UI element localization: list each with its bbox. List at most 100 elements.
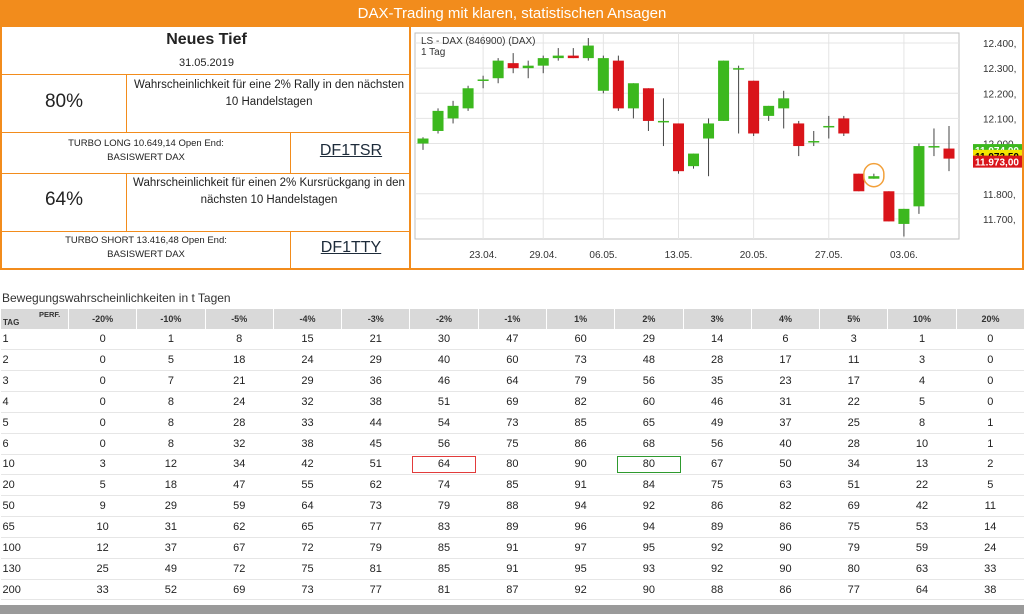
table-cell: 90 [751, 537, 820, 559]
short-turbo-code-link[interactable]: DF1TTY [320, 239, 382, 256]
long-turbo-code-link[interactable]: DF1TSR [319, 142, 383, 159]
candle-body [763, 105, 775, 116]
table-row: 4 0 8 24 32 38 51 69 82 60 46 31 22 5 0 [0, 391, 1024, 413]
table-cell: 29 [136, 495, 206, 518]
table-cell: 34 [819, 454, 888, 476]
table-cell: 60 [614, 391, 684, 413]
table-cell: 25 [68, 558, 137, 580]
table-cell: 0 [956, 370, 1024, 393]
column-header: 2% [614, 309, 684, 329]
candle-body [477, 79, 489, 81]
table-cell: 56 [614, 370, 684, 393]
table-cell: 0 [68, 391, 137, 413]
candle-body [748, 80, 760, 134]
probability-table: PERF. TAG -20% -10% -5% -4% -3% -2% -1% 1% 2% 3% 4… [0, 309, 1024, 601]
chart-subtitle: 1 Tag [421, 47, 445, 58]
table-cell: 85 [409, 558, 479, 580]
table-cell: 24 [956, 537, 1024, 559]
candle-body [552, 55, 564, 59]
table-cell: 29 [273, 370, 342, 393]
table-cell: 75 [273, 558, 342, 580]
bottom-scrollbar[interactable] [0, 605, 1024, 614]
table-cell: 85 [409, 537, 479, 559]
table-cell: 51 [341, 454, 410, 476]
table-row: 20 5 18 47 55 62 74 85 91 84 75 63 51 22 5 [0, 474, 1024, 497]
table-cell: 93 [614, 558, 684, 580]
table-cell: 62 [341, 474, 410, 497]
table-cell: 52 [136, 579, 206, 601]
column-header: -3% [341, 309, 410, 329]
table-cell: 12 [68, 537, 137, 559]
table-cell: 28 [819, 433, 888, 455]
candle-body [672, 123, 684, 172]
long-description-line2: 10 Handelstagen [225, 96, 313, 108]
table-cell: 12 [136, 454, 206, 476]
table-cell: 88 [478, 495, 547, 518]
candle-body [417, 138, 429, 144]
table-cell: 13 [887, 454, 957, 476]
table-cell: 77 [819, 579, 888, 601]
table-cell: 60 [478, 349, 547, 372]
table-cell: 91 [478, 558, 547, 580]
candle-body [703, 123, 715, 139]
table-cell: 24 [273, 349, 342, 372]
table-cell: 44 [341, 412, 410, 434]
table-cell: 21 [205, 370, 274, 393]
short-turbo-line2: BASISWERT DAX [107, 249, 185, 260]
x-tick-label: 29.04. [529, 250, 557, 261]
table-cell: 48 [614, 349, 684, 372]
table-cell: 72 [205, 558, 274, 580]
table-cell: 56 [409, 433, 479, 455]
row-tag-cell: 100 [0, 537, 69, 559]
page-title: DAX-Trading mit klaren, statistischen An… [0, 0, 1024, 27]
y-tick-label: 12.100, [983, 114, 1016, 125]
table-cell: 32 [273, 391, 342, 413]
table-cell: 10 [887, 433, 957, 455]
dax-chart-panel: 12.400,12.300,12.200,12.100,12.000,11.80… [411, 27, 1024, 270]
table-cell: 91 [478, 537, 547, 559]
table-cell: 90 [751, 558, 820, 580]
table-cell: 56 [683, 433, 752, 455]
candle-body [718, 60, 730, 121]
table-cell: 29 [614, 329, 684, 351]
table-cell: 73 [478, 412, 547, 434]
plot-area [414, 32, 960, 240]
table-cell: 94 [614, 516, 684, 538]
table-cell: 3 [887, 349, 957, 372]
table-row: 6 0 8 32 38 45 56 75 86 68 56 40 28 10 1 [0, 433, 1024, 455]
table-cell: 0 [68, 370, 137, 393]
candle-body [928, 146, 940, 148]
table-cell: 21 [341, 329, 410, 351]
row-tag-cell: 50 [0, 495, 69, 518]
table-cell: 10 [68, 516, 137, 538]
table-cell: 88 [683, 579, 752, 601]
table-cell: 62 [205, 516, 274, 538]
y-tick-label: 12.200, [983, 89, 1016, 100]
table-cell: 1 [956, 433, 1024, 455]
column-header: 10% [887, 309, 957, 329]
table-cell: 5 [887, 391, 957, 413]
table-cell: 8 [136, 391, 206, 413]
column-header: -20% [67, 309, 137, 329]
table-cell: 91 [546, 474, 615, 497]
table-cell: 86 [683, 495, 752, 518]
table-cell: 35 [683, 370, 752, 393]
table-row: 2 0 5 18 24 29 40 60 73 48 28 17 11 3 0 [0, 349, 1024, 372]
candle-body [447, 105, 459, 119]
table-cell: 49 [136, 558, 206, 580]
table-cell: 73 [546, 349, 615, 372]
row-tag-cell: 200 [0, 579, 69, 601]
table-cell: 45 [341, 433, 410, 455]
table-cell: 79 [819, 537, 888, 559]
table-cell: 86 [546, 433, 615, 455]
candle-body [868, 176, 880, 179]
table-cell: 83 [409, 516, 479, 538]
table-cell: 68 [614, 433, 684, 455]
short-probability: 64% [44, 189, 84, 210]
signal-date: 31.05.2019 [178, 57, 235, 69]
table-cell: 33 [68, 579, 137, 601]
long-description-line1: Wahrscheinlichkeit für eine 2% Rally in … [134, 79, 404, 91]
table-cell: 2 [956, 454, 1024, 476]
price-label: 11.973,00 [975, 158, 1019, 169]
table-cell: 51 [819, 474, 888, 497]
